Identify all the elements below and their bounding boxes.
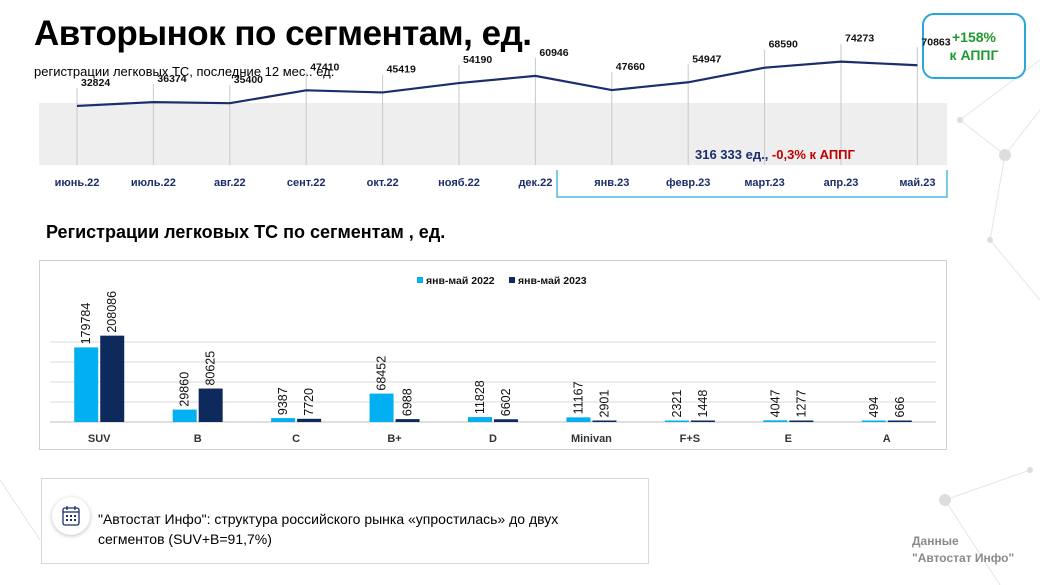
bar-2022 <box>369 393 394 422</box>
line-data-label: 54190 <box>463 54 492 66</box>
badge-caption: к АППГ <box>949 47 999 63</box>
bar-value-label: 2321 <box>670 390 684 418</box>
note-text: "Автостат Инфо": структура российского р… <box>98 511 559 547</box>
bar-2022 <box>664 420 689 422</box>
bar-2023 <box>592 420 617 422</box>
line-chart-band <box>39 103 947 165</box>
bar-category-label: SUV <box>88 433 111 445</box>
bar-value-label: 4047 <box>768 389 782 417</box>
legend-swatch <box>417 277 423 283</box>
bar-category-label: A <box>883 433 891 445</box>
line-category-label: сент.22 <box>287 177 326 189</box>
bar-value-label: 11167 <box>571 381 585 414</box>
highlight-bracket <box>556 170 948 198</box>
network-node-icon <box>939 494 951 506</box>
bar-section-title: Регистрации легковых ТС по сегментам , е… <box>46 222 446 242</box>
page-subtitle: регистрации легковых ТС, последние 12 ме… <box>34 64 335 79</box>
line-category-label: февр.23 <box>666 177 710 189</box>
bar-2022 <box>468 417 492 422</box>
bar-category-label: E <box>785 433 792 445</box>
bar-value-label: 208086 <box>105 291 119 333</box>
line-category-label: окт.22 <box>367 177 399 189</box>
bar-2023 <box>198 388 223 422</box>
bar-category-label: D <box>489 433 497 445</box>
bar-2023 <box>395 419 420 422</box>
line-total-label: 316 333 ед., -0,3% к АППГ <box>695 147 856 162</box>
source-line2: "Автостат Инфо" <box>912 551 1015 565</box>
bar-2022 <box>763 420 788 422</box>
bar-2022 <box>861 420 886 422</box>
segment-bar-chart: янв-май 2022 янв-май 2023 179784 208086 SUV 2… <box>50 275 936 445</box>
bar-value-label: 1277 <box>794 390 808 418</box>
line-category-label: май.23 <box>899 177 935 189</box>
bar-category-label: F+S <box>680 433 700 445</box>
bar-2022 <box>172 409 197 422</box>
line-data-label: 36374 <box>157 73 186 85</box>
calendar-icon <box>62 506 80 526</box>
line-data-label: 60946 <box>539 47 568 59</box>
line-category-label: нояб.22 <box>438 177 480 189</box>
page-title: Авторынок по сегментам, ед. <box>34 14 532 53</box>
source-line1: Данные <box>912 534 959 548</box>
bar-2023 <box>789 420 814 422</box>
legend-label: янв-май 2023 <box>518 275 587 287</box>
legend-label: янв-май 2022 <box>426 275 495 287</box>
bar-value-label: 6988 <box>401 388 415 416</box>
line-data-label: 45419 <box>387 63 416 75</box>
line-data-label: 54947 <box>692 53 721 65</box>
line-series <box>76 60 918 108</box>
bar-value-label: 494 <box>867 397 881 418</box>
bar-category-label: C <box>292 433 300 445</box>
bar-value-label: 2901 <box>597 390 611 418</box>
bar-value-label: 68452 <box>375 356 389 391</box>
bar-chart-frame: янв-май 2022 янв-май 2023 179784 208086 SUV 2… <box>39 260 947 450</box>
line-data-label: 35400 <box>234 74 263 86</box>
note-icon-circle <box>52 497 90 535</box>
line-category-label: июль.22 <box>131 177 176 189</box>
bar-value-label: 29860 <box>178 372 192 407</box>
bar-value-label: 1448 <box>696 390 710 418</box>
legend-swatch <box>509 277 515 283</box>
line-category-label: апр.23 <box>824 177 859 189</box>
bar-2022 <box>566 417 591 422</box>
bar-2023 <box>494 419 518 422</box>
bar-2022 <box>271 418 296 422</box>
line-data-label: 32824 <box>81 77 110 89</box>
bar-value-label: 9387 <box>276 387 290 415</box>
monthly-line-chart: 32824 36374 35400 47410 45419 54190 60946 47660… <box>39 33 951 198</box>
bar-2022 <box>74 347 99 422</box>
bar-value-label: 666 <box>893 397 907 418</box>
note-box: "Автостат Инфо": структура российского р… <box>41 478 649 564</box>
bar-legend: янв-май 2022 янв-май 2023 <box>417 275 587 287</box>
line-category-label: янв.23 <box>594 177 629 189</box>
bar-value-label: 179784 <box>79 303 93 345</box>
bar-2023 <box>297 418 322 422</box>
line-data-label: 68590 <box>769 39 798 51</box>
growth-badge: +158% к АППГ <box>922 13 1026 79</box>
bar-value-label: 7720 <box>302 388 316 416</box>
bar-value-label: 11828 <box>473 380 487 414</box>
bar-category-label: B <box>194 433 202 445</box>
line-data-label: 74273 <box>845 33 874 45</box>
line-data-label: 47410 <box>310 61 339 73</box>
line-data-label: 47660 <box>616 61 645 73</box>
bar-2023 <box>100 335 125 422</box>
bar-category-label: B+ <box>387 433 401 445</box>
line-data-label: 70863 <box>921 36 950 48</box>
line-category-label: март.23 <box>744 177 784 189</box>
bar-category-label: Minivan <box>571 433 612 445</box>
bar-value-label: 6602 <box>499 388 513 416</box>
bar-2023 <box>887 420 912 422</box>
line-category-label: авг.22 <box>214 177 246 189</box>
bar-value-label: 80625 <box>204 351 218 386</box>
line-category-label: июнь.22 <box>55 177 100 189</box>
bar-2023 <box>690 420 715 422</box>
line-category-label: дек.22 <box>518 177 552 189</box>
source-caption: Данные "Автостат Инфо" <box>912 533 1014 567</box>
badge-value: +158% <box>952 29 996 45</box>
